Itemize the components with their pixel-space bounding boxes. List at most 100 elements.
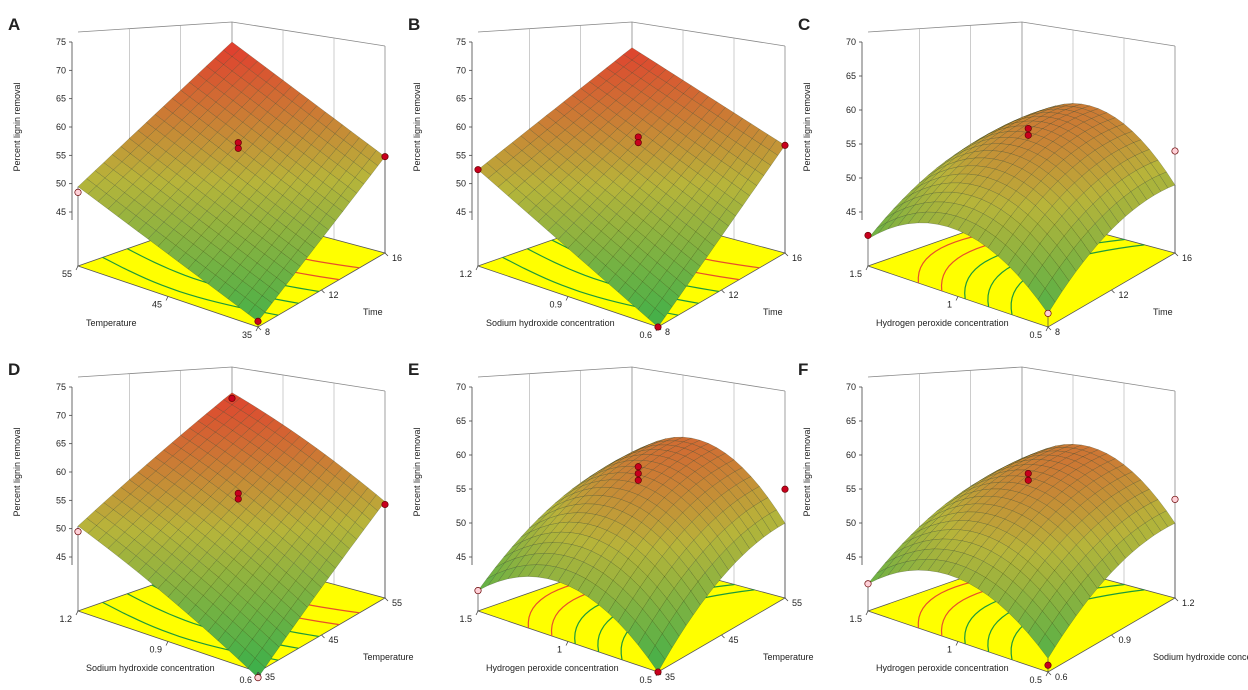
y-axis-title: Temperature xyxy=(363,652,414,662)
z-tick-label: 60 xyxy=(456,122,466,132)
x-tick-mark xyxy=(865,610,869,616)
x-tick-label: 1.2 xyxy=(59,614,72,624)
x-tick-label: 0.6 xyxy=(239,675,252,685)
y-tick-label: 35 xyxy=(265,672,275,682)
back-wall-top-edge xyxy=(477,366,786,392)
z-tick-label: 75 xyxy=(456,37,466,47)
y-tick-mark xyxy=(384,252,389,257)
z-tick-label: 65 xyxy=(456,416,466,426)
x-tick-mark xyxy=(1045,326,1049,332)
design-points xyxy=(864,469,1179,669)
design-point xyxy=(634,469,642,478)
design-point xyxy=(1024,469,1032,478)
design-points xyxy=(74,139,389,325)
surface-mesh xyxy=(77,41,386,322)
z-axis-ticks: 45 50 55 60 65 70 xyxy=(456,382,472,562)
design-point xyxy=(74,188,82,196)
surface-mesh xyxy=(477,436,786,673)
y-tick-label: 12 xyxy=(1119,290,1129,300)
z-tick-label: 70 xyxy=(456,382,466,392)
y-axis-ticks: 8 12 16 xyxy=(257,252,402,337)
panel-label-C: C xyxy=(798,15,810,34)
z-tick-label: 50 xyxy=(846,173,856,183)
y-tick-label: 16 xyxy=(1182,253,1192,263)
y-tick-label: 45 xyxy=(729,635,739,645)
z-axis-title: Percent lignin removal xyxy=(802,427,812,516)
y-axis-ticks: 35 45 55 xyxy=(257,597,402,682)
design-point xyxy=(654,668,662,676)
y-tick-label: 0.6 xyxy=(1055,672,1068,682)
y-axis-title: Time xyxy=(763,307,783,317)
surface-plot-panel-E: 45 50 55 60 65 70 Percent lignin removal 1.5 1 0.… xyxy=(412,366,814,685)
z-tick-label: 55 xyxy=(456,150,466,160)
panel-label-E: E xyxy=(408,360,419,379)
z-tick-label: 45 xyxy=(846,552,856,562)
design-point xyxy=(74,528,82,536)
x-tick-mark xyxy=(565,296,569,301)
z-axis-ticks: 45 50 55 60 65 70 xyxy=(846,382,862,562)
x-tick-label: 0.6 xyxy=(639,330,652,340)
z-tick-label: 70 xyxy=(456,65,466,75)
surface-plot-panel-F: 45 50 55 60 65 70 Percent lignin removal 1.5 1 0.… xyxy=(802,366,1248,685)
z-axis-title: Percent lignin removal xyxy=(412,82,422,171)
design-point xyxy=(228,394,236,402)
z-tick-label: 45 xyxy=(56,207,66,217)
x-tick-label: 35 xyxy=(242,330,252,340)
design-point xyxy=(864,231,872,239)
design-point xyxy=(781,141,789,149)
z-axis-ticks: 45 50 55 60 65 70 75 xyxy=(456,37,472,217)
z-tick-label: 50 xyxy=(456,518,466,528)
z-tick-label: 50 xyxy=(846,518,856,528)
panel-label-D: D xyxy=(8,360,20,379)
y-axis-title: Sodium hydroxide concentration xyxy=(1153,652,1248,662)
y-tick-mark xyxy=(1047,671,1052,676)
z-axis-title: Percent lignin removal xyxy=(12,427,22,516)
design-point xyxy=(381,153,389,161)
x-tick-label: 1 xyxy=(947,645,952,655)
x-tick-label: 0.9 xyxy=(149,645,162,655)
x-tick-mark xyxy=(75,610,79,616)
design-point xyxy=(234,495,242,503)
panel-label-B: B xyxy=(408,15,420,34)
x-axis-title: Hydrogen peroxide concentration xyxy=(876,663,1009,673)
x-tick-mark xyxy=(565,641,569,646)
z-tick-label: 55 xyxy=(846,139,856,149)
y-axis-title: Temperature xyxy=(763,652,814,662)
design-point xyxy=(1171,147,1179,155)
y-tick-mark xyxy=(257,326,262,331)
z-tick-label: 50 xyxy=(56,179,66,189)
x-tick-mark xyxy=(475,265,479,271)
surface-mesh xyxy=(867,103,1176,314)
z-tick-label: 45 xyxy=(456,552,466,562)
design-point xyxy=(1044,661,1052,669)
x-tick-mark xyxy=(1045,671,1049,677)
x-tick-mark xyxy=(955,296,959,301)
design-point xyxy=(781,485,789,493)
z-tick-label: 65 xyxy=(846,71,856,81)
y-tick-mark xyxy=(1047,326,1052,331)
design-points xyxy=(74,394,389,682)
back-wall-top-edge xyxy=(867,21,1176,47)
y-tick-label: 12 xyxy=(729,290,739,300)
y-tick-mark xyxy=(721,289,725,294)
z-tick-label: 55 xyxy=(56,495,66,505)
z-tick-label: 55 xyxy=(846,484,856,494)
y-tick-mark xyxy=(1174,597,1179,602)
design-point xyxy=(864,580,872,588)
design-point xyxy=(634,139,642,147)
y-tick-mark xyxy=(1174,252,1179,257)
x-tick-label: 0.9 xyxy=(549,300,562,310)
x-axis-title: Temperature xyxy=(86,318,137,328)
panel-label-A: A xyxy=(8,15,20,34)
design-point xyxy=(634,463,642,471)
y-tick-label: 1.2 xyxy=(1182,598,1195,608)
surface-plot-panel-D: 45 50 55 60 65 70 75 Percent lignin removal 1.2 0… xyxy=(12,366,414,685)
y-tick-label: 8 xyxy=(265,327,270,337)
x-tick-label: 1.5 xyxy=(849,269,862,279)
y-tick-label: 35 xyxy=(665,672,675,682)
z-axis-title: Percent lignin removal xyxy=(12,82,22,171)
design-point xyxy=(254,317,262,325)
design-point xyxy=(654,323,662,331)
x-tick-mark xyxy=(955,641,959,646)
